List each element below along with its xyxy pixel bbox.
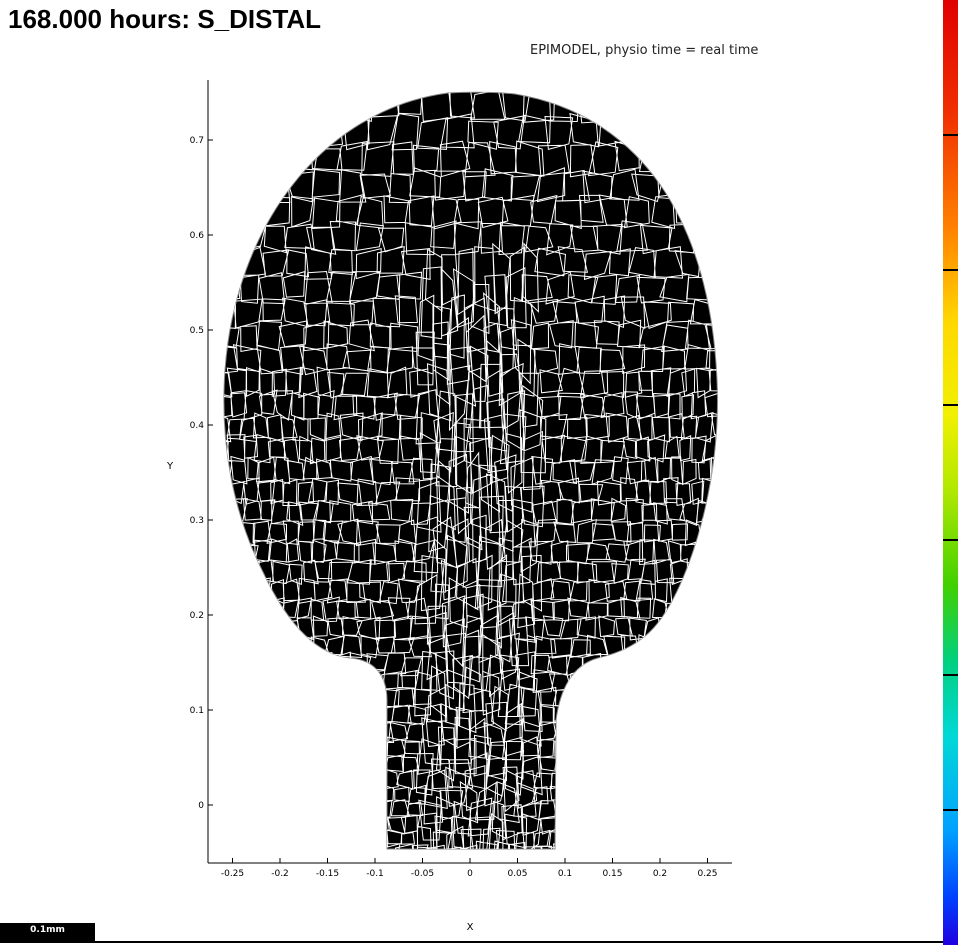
x-tick-label: 0 (467, 869, 473, 879)
y-tick-label: 0.5 (190, 326, 204, 336)
leaf-plot: -0.25 -0.2 -0.15 -0.1 -0.05 0 0.05 0.1 0.15 0.2 0.… (166, 80, 732, 933)
x-tick-label: 0.1 (558, 869, 572, 879)
leaf-shape (223, 91, 719, 850)
color-bar-tick (943, 134, 958, 136)
x-tick-label: -0.15 (316, 869, 339, 879)
color-bar-tick (943, 404, 958, 406)
bottom-border (0, 941, 943, 943)
x-axis-label: X (467, 922, 474, 933)
y-tick-label: 0.3 (190, 516, 204, 526)
y-tick-label: 0.2 (190, 611, 204, 621)
x-tick-label: 0.15 (602, 869, 622, 879)
color-bar-tick (943, 674, 958, 676)
x-tick-label: -0.05 (411, 869, 434, 879)
y-tick-label: 0.4 (190, 421, 205, 431)
page-title: 168.000 hours: S_DISTAL (8, 4, 322, 34)
x-tick-label: -0.1 (366, 869, 384, 879)
x-tick-label: 0.25 (697, 869, 717, 879)
y-tick-label: 0.6 (190, 231, 205, 241)
scale-bar: 0.1mm (0, 923, 95, 943)
y-tick-label: 0 (198, 801, 204, 811)
color-bar (943, 0, 958, 945)
color-bar-tick (943, 269, 958, 271)
y-axis-label: Y (166, 461, 174, 472)
x-tick-label: -0.2 (271, 869, 289, 879)
axes: -0.25 -0.2 -0.15 -0.1 -0.05 0 0.05 0.1 0.15 0.2 0.… (166, 80, 732, 933)
x-tick-label: 0.05 (507, 869, 527, 879)
color-bar-tick (943, 539, 958, 541)
color-bar-tick (943, 809, 958, 811)
y-tick-label: 0.1 (190, 706, 204, 716)
y-tick-label: 0.7 (190, 136, 204, 146)
x-tick-label: -0.25 (221, 869, 244, 879)
subtitle: EPIMODEL, physio time = real time (530, 43, 759, 58)
x-tick-label: 0.2 (653, 869, 667, 879)
